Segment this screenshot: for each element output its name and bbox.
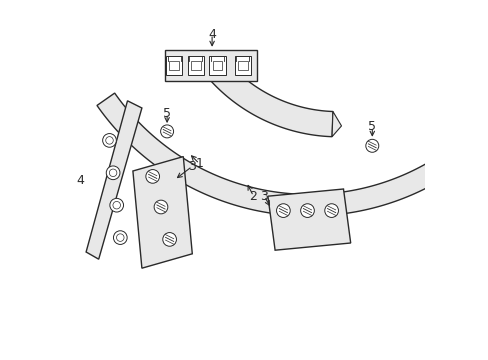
Circle shape: [102, 134, 116, 147]
Text: 3: 3: [260, 190, 268, 203]
Circle shape: [145, 170, 159, 183]
FancyBboxPatch shape: [187, 55, 203, 76]
Text: 3: 3: [188, 160, 196, 173]
Circle shape: [365, 139, 378, 152]
FancyBboxPatch shape: [234, 55, 250, 76]
Circle shape: [300, 204, 314, 217]
Polygon shape: [331, 112, 341, 137]
Polygon shape: [267, 189, 350, 250]
FancyBboxPatch shape: [209, 55, 225, 76]
Circle shape: [110, 198, 123, 212]
Circle shape: [106, 166, 120, 180]
Circle shape: [324, 204, 338, 217]
Text: 2: 2: [249, 190, 257, 203]
Polygon shape: [202, 55, 332, 137]
FancyBboxPatch shape: [165, 50, 257, 81]
FancyBboxPatch shape: [166, 55, 182, 76]
Text: 5: 5: [367, 120, 376, 133]
Text: 4: 4: [77, 174, 84, 186]
Circle shape: [113, 231, 127, 244]
Circle shape: [276, 204, 289, 217]
Circle shape: [160, 125, 173, 138]
Polygon shape: [97, 93, 457, 216]
Text: 4: 4: [208, 28, 216, 41]
Text: 5: 5: [163, 107, 171, 120]
Circle shape: [163, 233, 176, 246]
Polygon shape: [133, 157, 192, 268]
Text: 1: 1: [195, 157, 203, 170]
Circle shape: [154, 200, 167, 214]
Polygon shape: [86, 101, 142, 259]
